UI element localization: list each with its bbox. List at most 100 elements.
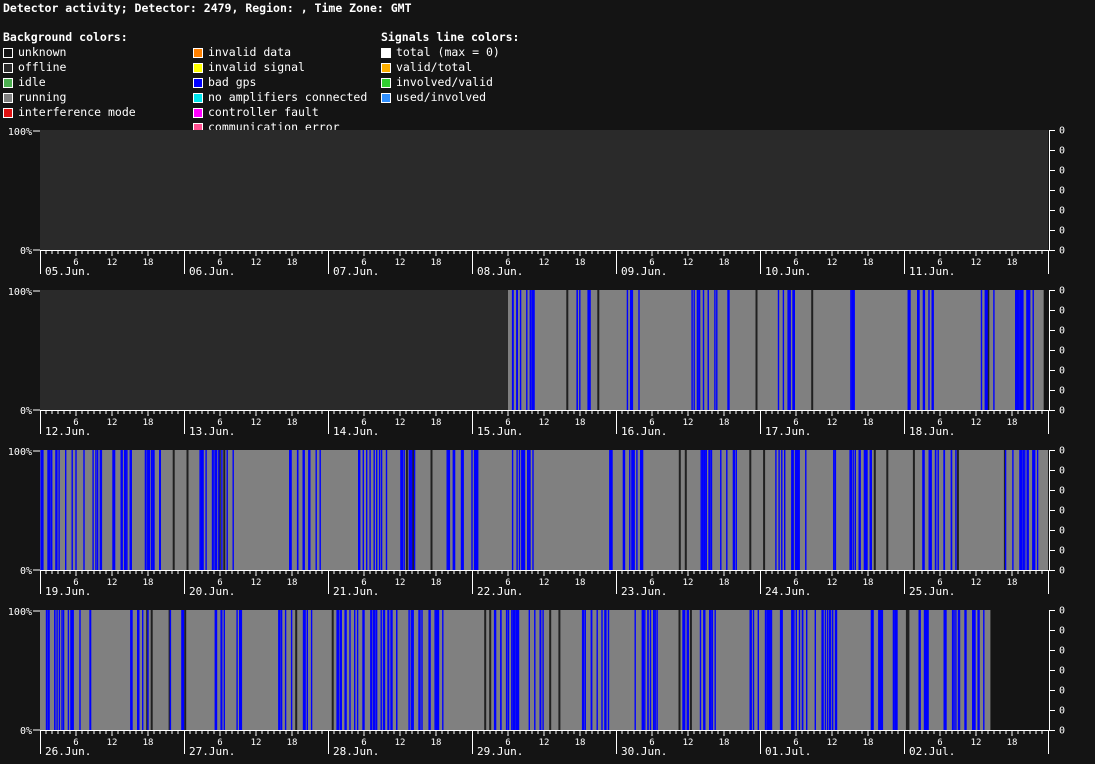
bad-gps-line [983,610,985,730]
hour-label: 6 [361,418,366,428]
legend-item-controller-fault: controller fault [193,105,367,120]
bad-gps-line [442,610,444,730]
bad-gps-line [534,610,536,730]
hour-label: 6 [937,418,942,428]
bad-gps-line [56,610,58,730]
right-tick-label: 0 [1059,546,1065,557]
bad-gps-line [71,450,73,570]
day-label: 13.Jun. [189,425,235,438]
bad-gps-line [214,610,216,730]
bad-gps-line [1036,450,1039,570]
bad-gps-line [388,610,390,730]
bad-gps-line [516,610,520,730]
legend-label: used/involved [396,90,487,104]
hour-label: 6 [649,258,654,268]
right-tick-label: 0 [1059,326,1065,337]
bad-gps-line [221,450,223,570]
bad-gps-line [89,610,91,730]
bad-gps-line [835,610,837,730]
bad-gps-line [410,610,413,730]
bad-gps-line [953,610,955,730]
bad-gps-line [596,610,598,730]
bad-gps-line [410,450,412,570]
right-tick-label: 0 [1059,246,1065,257]
bad-gps-line [505,610,508,730]
bad-gps-line [380,610,382,730]
bad-gps-line [778,450,780,570]
hour-label: 12 [971,258,982,268]
bad-gps-line [75,450,77,570]
hour-label: 6 [649,418,654,428]
bad-gps-line [124,450,126,570]
bad-gps-line [775,450,777,570]
bad-gps-line [239,610,242,730]
day-label: 18.Jun. [909,425,955,438]
bad-gps-line [512,290,514,410]
legend-signals-heading: Signals line colors: [381,30,520,44]
hour-label: 18 [431,418,442,428]
bad-gps-line [821,610,824,730]
bad-gps-line [957,610,961,730]
hour-label: 18 [575,258,586,268]
bad-gps-line [214,450,218,570]
gap-line [430,450,433,570]
right-tick-label: 0 [1059,466,1065,477]
hour-label: 18 [287,258,298,268]
bad-gps-line [649,610,652,730]
bad-gps-line [791,450,794,570]
legend-background-heading: Background colors: [3,30,128,44]
bad-gps-line [781,610,783,730]
bad-gps-line [851,290,855,410]
bad-gps-line [708,450,711,570]
hour-label: 18 [143,258,154,268]
hour-label: 6 [361,258,366,268]
bad-gps-line [289,450,292,570]
gap-line [484,610,487,730]
bad-gps-line [373,610,376,730]
bad-gps-line [477,450,479,570]
bad-gps-line [854,450,856,570]
hour-label: 6 [217,258,222,268]
bad-gps-line [782,290,785,410]
hour-label: 18 [719,578,730,588]
bad-gps-line [375,610,378,730]
bad-gps-line [358,450,361,570]
bad-gps-line [362,450,364,570]
hour-label: 6 [505,578,510,588]
gap-line [678,610,681,730]
bad-gps-line [640,450,642,570]
legend-swatch [3,77,13,88]
legend-swatch [3,107,13,118]
bad-gps-line [390,610,393,730]
bad-gps-line [310,610,313,730]
hour-label: 6 [73,418,78,428]
gap-line [295,610,298,730]
bad-gps-line [494,610,497,730]
bad-gps-line [806,610,808,730]
bad-gps-line [869,450,872,570]
hour-label: 18 [719,418,730,428]
day-label: 21.Jun. [333,585,379,598]
bad-gps-line [757,610,759,730]
day-label: 10.Jun. [765,265,811,278]
bad-gps-line [794,450,798,570]
y-label-bottom: 0% [20,406,32,417]
bad-gps-line [864,450,866,570]
bad-gps-line [791,610,794,730]
day-label: 06.Jun. [189,265,235,278]
bad-gps-line [590,610,592,730]
bad-gps-line [370,610,373,730]
bad-gps-line [280,610,283,730]
hour-label: 12 [107,418,118,428]
bad-gps-line [436,610,440,730]
hour-label: 6 [217,738,222,748]
bad-gps-line [515,610,517,730]
day-label: 02.Jul. [909,745,955,758]
bad-gps-line [539,610,541,730]
gap-line [549,610,552,730]
day-label: 11.Jun. [909,265,955,278]
right-tick-label: 0 [1059,706,1065,717]
bad-gps-line [473,450,477,570]
gap-line [886,450,889,570]
hour-label: 18 [431,258,442,268]
